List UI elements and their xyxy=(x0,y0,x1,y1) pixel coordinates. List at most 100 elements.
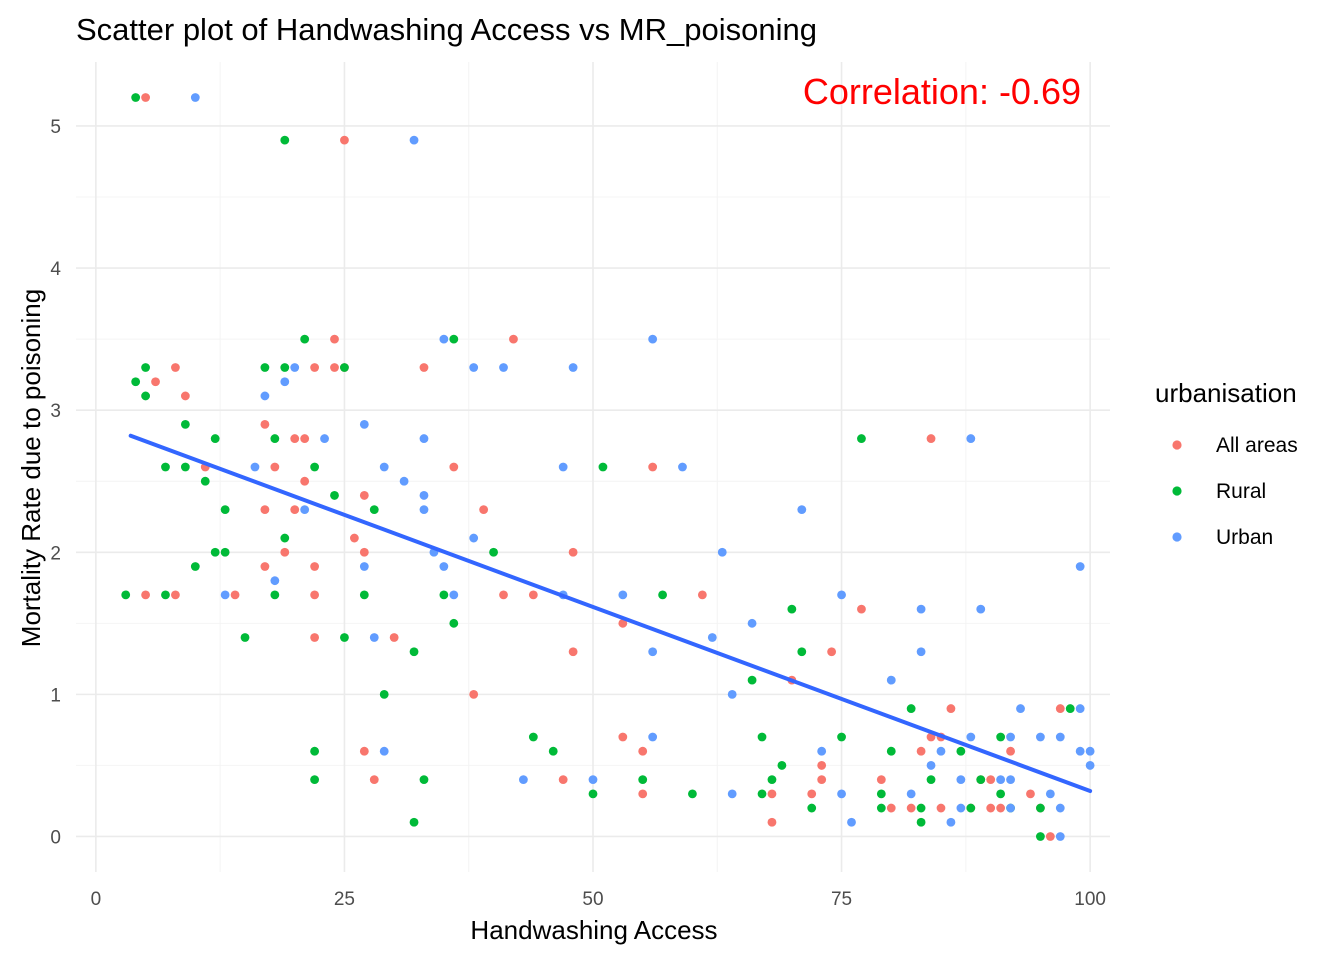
data-point xyxy=(409,817,419,827)
data-point xyxy=(171,363,180,372)
data-point xyxy=(996,775,1006,785)
data-point xyxy=(996,803,1006,813)
data-point xyxy=(449,618,459,628)
data-point xyxy=(230,590,240,600)
data-point xyxy=(916,647,926,657)
data-point xyxy=(996,732,1006,742)
data-point xyxy=(200,476,210,486)
data-point xyxy=(857,434,866,443)
data-point xyxy=(379,462,389,472)
data-point xyxy=(1036,832,1045,841)
data-point xyxy=(876,775,886,785)
data-point xyxy=(171,590,180,600)
data-point xyxy=(340,363,349,372)
data-point xyxy=(976,604,986,614)
data-point xyxy=(280,377,290,387)
plot-panel xyxy=(76,62,1110,872)
data-point xyxy=(330,491,339,500)
legend-label: All areas xyxy=(1216,434,1298,457)
data-point xyxy=(290,363,300,372)
data-point xyxy=(449,462,459,472)
data-point xyxy=(767,775,777,785)
data-point xyxy=(270,462,280,472)
legend-title: urbanisation xyxy=(1155,378,1297,408)
data-point xyxy=(797,647,807,657)
y-tick-label: 0 xyxy=(50,827,61,848)
y-axis-ticks: 0 1 2 3 4 5 xyxy=(50,117,61,849)
data-point xyxy=(588,775,598,785)
data-point xyxy=(688,789,697,799)
data-point xyxy=(956,746,966,756)
data-point xyxy=(678,462,687,472)
data-point xyxy=(270,590,280,600)
data-point xyxy=(499,363,508,372)
data-point xyxy=(449,590,459,600)
data-point xyxy=(359,562,369,571)
data-point xyxy=(260,363,270,372)
data-point xyxy=(190,93,200,102)
major-gridlines xyxy=(76,62,1110,872)
data-point xyxy=(190,562,200,571)
data-point xyxy=(747,618,757,628)
data-point xyxy=(956,803,966,813)
data-point xyxy=(300,476,310,486)
data-point xyxy=(240,633,250,642)
trend-line-group xyxy=(128,433,1093,793)
data-point xyxy=(180,391,190,401)
data-point xyxy=(707,633,717,642)
data-point xyxy=(290,505,300,515)
data-point xyxy=(409,135,419,145)
x-tick-label: 75 xyxy=(831,889,852,910)
data-point xyxy=(220,505,230,515)
data-point xyxy=(300,334,310,344)
data-point xyxy=(161,590,170,600)
data-point xyxy=(369,633,379,642)
data-point xyxy=(558,462,568,472)
data-point xyxy=(439,334,449,344)
data-point xyxy=(250,462,260,472)
data-point xyxy=(369,505,379,515)
data-point xyxy=(588,789,598,799)
data-point xyxy=(697,590,707,600)
data-point xyxy=(469,533,479,543)
data-point xyxy=(260,391,270,401)
data-point xyxy=(340,633,349,642)
data-point xyxy=(449,334,459,344)
data-point xyxy=(767,789,777,799)
data-point xyxy=(359,746,369,756)
data-point xyxy=(310,775,320,785)
data-point xyxy=(359,547,369,557)
data-point xyxy=(757,789,767,799)
data-point xyxy=(598,462,608,472)
data-point xyxy=(439,562,449,571)
legend-label: Rural xyxy=(1216,480,1266,503)
data-point xyxy=(359,419,369,429)
y-tick-label: 3 xyxy=(50,401,61,422)
data-point xyxy=(151,377,160,387)
data-point xyxy=(210,434,220,443)
data-point xyxy=(419,434,429,443)
data-point xyxy=(519,775,528,785)
data-point xyxy=(886,675,896,685)
data-point xyxy=(837,590,846,600)
data-point xyxy=(419,491,429,500)
legend-key xyxy=(1172,440,1182,450)
data-point xyxy=(270,576,280,586)
x-tick-label: 50 xyxy=(582,889,603,910)
data-point xyxy=(479,505,489,515)
data-point xyxy=(1006,746,1015,756)
x-axis-title: Handwashing Access xyxy=(470,915,717,945)
data-point xyxy=(469,689,479,699)
data-point xyxy=(439,590,449,600)
data-point xyxy=(996,789,1006,799)
data-point xyxy=(330,334,339,344)
x-tick-label: 25 xyxy=(334,889,355,910)
data-points xyxy=(121,93,1095,841)
data-point xyxy=(777,761,787,770)
data-point xyxy=(528,590,538,600)
data-point xyxy=(310,462,320,472)
data-point xyxy=(419,505,429,515)
data-point xyxy=(210,547,220,557)
data-point xyxy=(916,803,926,813)
